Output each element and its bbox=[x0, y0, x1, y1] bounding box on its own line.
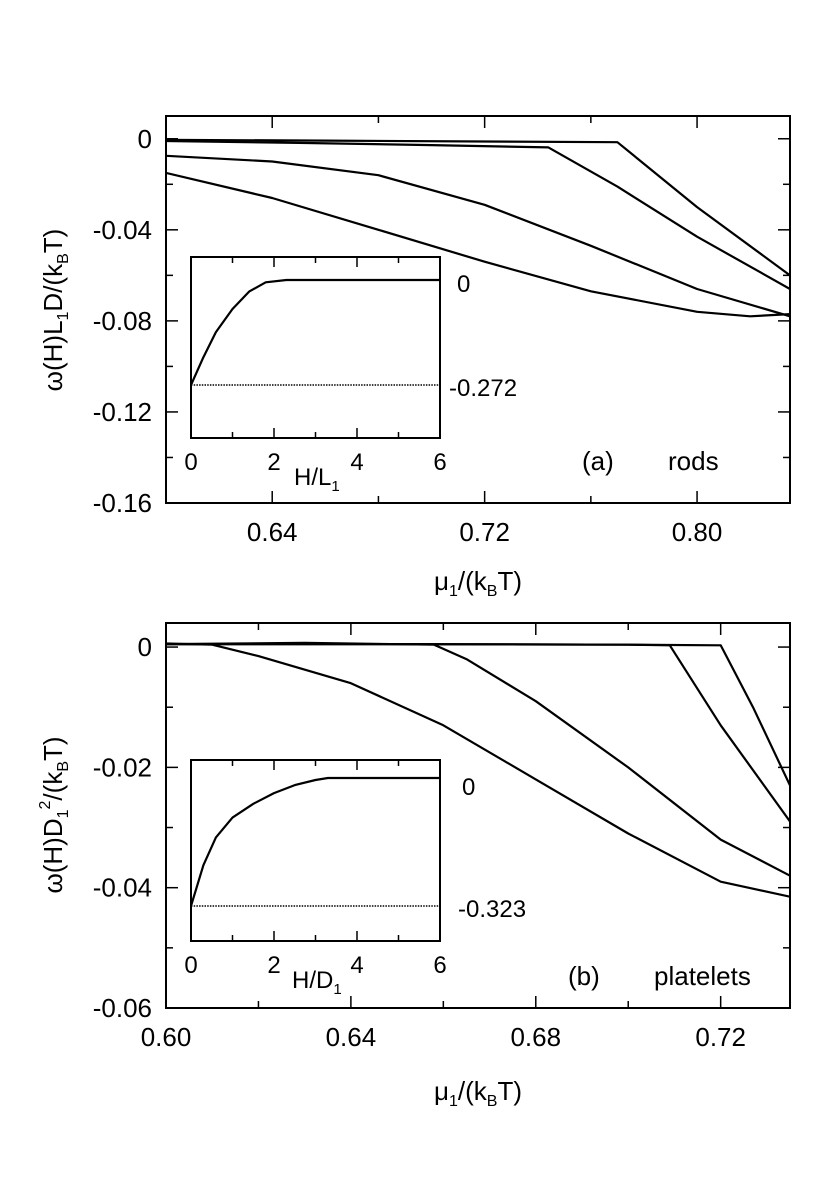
y-tick-label: -0.12 bbox=[93, 397, 152, 427]
y-tick-label: -0.16 bbox=[93, 488, 152, 518]
panel-b-platelets: 0.60 0.64 0.68 0.72 0 -0.02 -0.04 -0.06 (b) pla… bbox=[37, 622, 791, 1110]
svg-text:ω(H)D12/(kBT): ω(H)D12/(kBT) bbox=[37, 736, 72, 893]
x-tick-label: 0.64 bbox=[247, 517, 298, 547]
y-tick-label: -0.02 bbox=[93, 752, 152, 782]
panel-a-xlabel: μ1/(kBT) bbox=[434, 566, 522, 600]
panel-a-series bbox=[166, 138, 790, 318]
x-tick-label: 0.72 bbox=[695, 1022, 746, 1052]
panel-b-ticks: 0.60 0.64 0.68 0.72 0 -0.02 -0.04 -0.06 bbox=[93, 623, 790, 1052]
panel-b-xlabel: μ1/(kBT) bbox=[434, 1076, 522, 1110]
inset-x-tick-label: 2 bbox=[267, 449, 280, 476]
panel-b-series bbox=[166, 641, 790, 898]
y-tick-label: 0 bbox=[138, 632, 152, 662]
panel-a-inset-ticks: 0 2 4 6 bbox=[184, 257, 447, 476]
panel-b-inset-xlabel: H/D1 bbox=[292, 967, 342, 998]
y-tick-label: -0.06 bbox=[93, 993, 152, 1023]
series-line-curve-4 bbox=[166, 642, 790, 898]
svg-text:ω(H)L1D/(kBT): ω(H)L1D/(kBT) bbox=[38, 229, 72, 392]
panel-a-axes-frame bbox=[165, 115, 791, 504]
x-tick-label: 0.68 bbox=[510, 1022, 561, 1052]
panel-a-inset-xlabel: H/L1 bbox=[294, 464, 340, 495]
panel-a-annotation: rods bbox=[668, 446, 719, 476]
inset-profile-line bbox=[189, 776, 440, 907]
panel-a-inset-frame bbox=[190, 256, 441, 439]
panel-b-inset-right-label-0: 0 bbox=[462, 774, 475, 801]
panel-b-inset-ticks: 0 2 4 6 bbox=[184, 760, 447, 979]
series-line-curve-3 bbox=[166, 154, 790, 318]
inset-x-tick-label: 6 bbox=[433, 952, 446, 979]
panel-a-ticks: 0.64 0.72 0.80 0 -0.04 -0.08 -0.12 -0.16 bbox=[93, 116, 790, 547]
y-tick-label: 0 bbox=[138, 124, 152, 154]
panel-a-label: (a) bbox=[582, 446, 614, 476]
inset-x-tick-label: 0 bbox=[184, 952, 197, 979]
panel-b-label: (b) bbox=[568, 961, 600, 991]
panel-b-inset-series bbox=[189, 776, 440, 907]
x-tick-label: 0.72 bbox=[459, 517, 510, 547]
y-tick-label: -0.04 bbox=[93, 873, 152, 903]
panel-b-inset-right-label-1: -0.323 bbox=[458, 896, 526, 923]
panel-b-annotation: platelets bbox=[654, 961, 751, 991]
series-line-curve-4 bbox=[166, 171, 790, 318]
inset-x-tick-label: 4 bbox=[350, 449, 363, 476]
inset-x-tick-label: 2 bbox=[267, 952, 280, 979]
series-line-curve-3 bbox=[166, 641, 790, 877]
inset-x-tick-label: 4 bbox=[350, 952, 363, 979]
series-line-curve-2 bbox=[166, 139, 790, 290]
panel-a-inset-right-label-0: 0 bbox=[457, 271, 470, 298]
y-tick-label: -0.04 bbox=[93, 215, 152, 245]
panel-a-inset: 0 2 4 6 0 -0.272 H/L1 bbox=[184, 256, 517, 495]
x-tick-label: 0.80 bbox=[672, 517, 723, 547]
panel-a-rods: 0.64 0.72 0.80 0 -0.04 -0.08 -0.12 -0.16 (a) ro… bbox=[38, 115, 791, 600]
panel-b-inset-frame bbox=[190, 759, 441, 942]
panel-b-axes-frame bbox=[165, 622, 791, 1009]
panel-b-ylabel: ω(H)D12/(kBT) bbox=[37, 736, 72, 893]
series-line-curve-1 bbox=[166, 138, 790, 277]
inset-x-tick-label: 6 bbox=[433, 449, 446, 476]
panel-a-ylabel: ω(H)L1D/(kBT) bbox=[38, 229, 72, 392]
panel-a-inset-right-label-1: -0.272 bbox=[449, 375, 517, 402]
panel-a-inset-series bbox=[189, 278, 440, 386]
panel-b-inset: 0 2 4 6 0 -0.323 H/D1 bbox=[184, 759, 526, 998]
y-tick-label: -0.08 bbox=[93, 306, 152, 336]
inset-profile-line bbox=[189, 278, 440, 386]
x-tick-label: 0.60 bbox=[141, 1022, 192, 1052]
inset-x-tick-label: 0 bbox=[184, 449, 197, 476]
x-tick-label: 0.64 bbox=[326, 1022, 377, 1052]
